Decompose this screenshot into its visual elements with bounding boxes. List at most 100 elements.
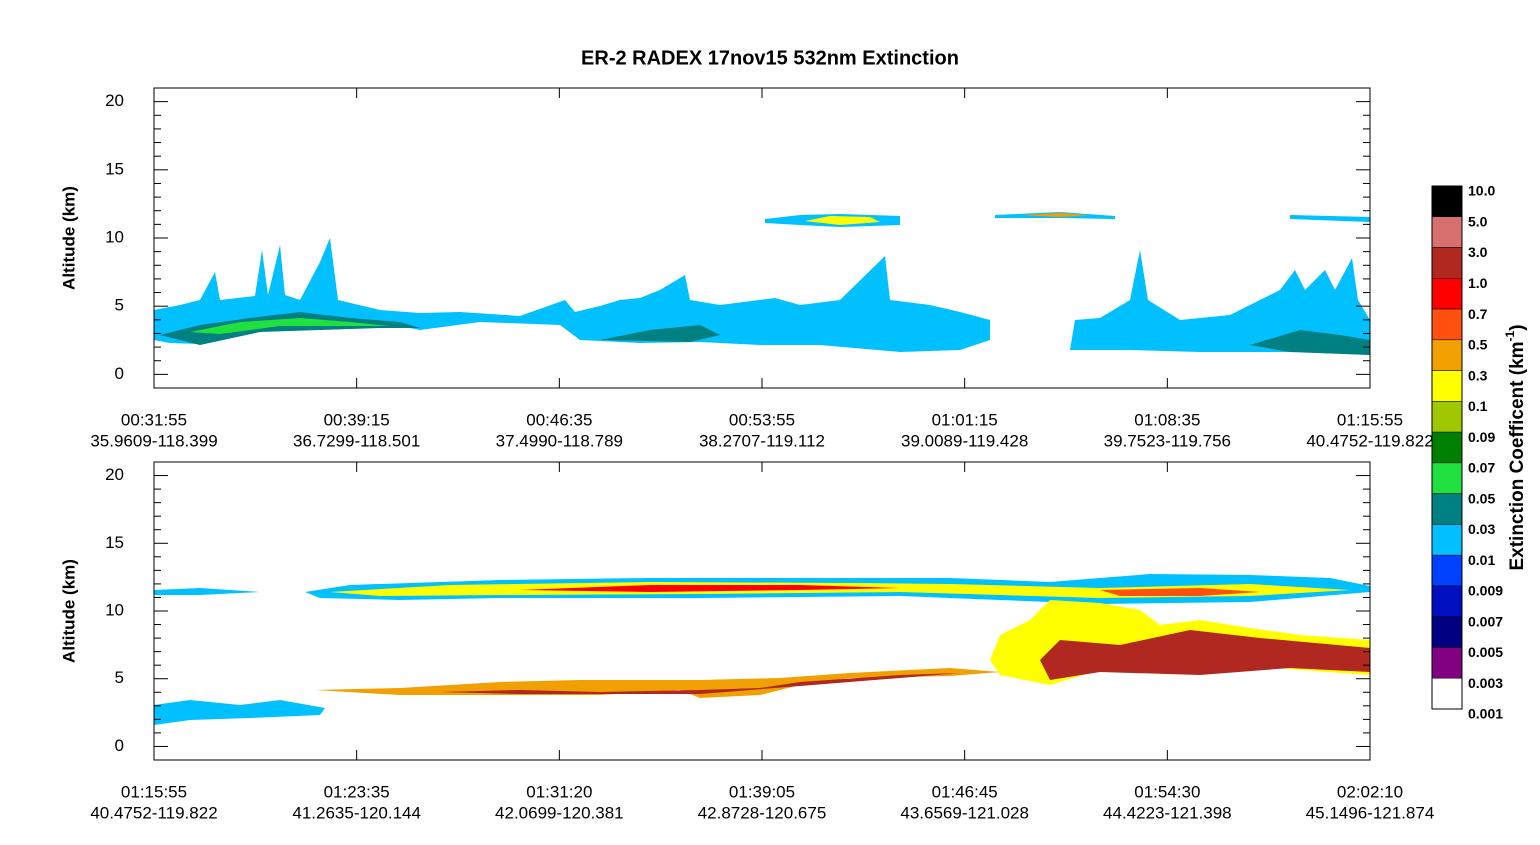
cloud [1290, 215, 1370, 222]
colorbar-box [1431, 278, 1463, 310]
colorbar-box [1431, 554, 1463, 587]
colorbar-title-part: Extinction Coefficent (km [1507, 341, 1528, 570]
cloud [805, 216, 880, 225]
colorbar: 10.0 5.0 3.0 1.0 0.7 0.5 0.3 0.1 0.09 0.07 0.05 0.0… [1431, 183, 1528, 722]
y-tick-label: 15 [105, 533, 124, 552]
colorbar-box [1431, 370, 1463, 402]
cloud [190, 318, 390, 334]
x-tick-label: 00:53:55 [729, 410, 795, 429]
colorbar-label: 3.0 [1468, 244, 1488, 260]
cloud [154, 238, 990, 352]
cloud [1250, 330, 1370, 355]
curtain-top [154, 212, 1370, 355]
cloud [154, 700, 325, 725]
x-tick-label: 37.4990-118.789 [496, 431, 623, 450]
y-tick-label: 20 [105, 465, 124, 484]
axes: 0 5 10 15 20 Altitude (km) 00:31:55 35.9609-118… [59, 87, 1435, 822]
colorbar-label: 0.7 [1468, 306, 1488, 322]
colorbar-box [1431, 431, 1463, 464]
colorbar-box [1431, 216, 1463, 248]
x-tick-label: 39.7523-119.756 [1104, 431, 1231, 450]
colorbar-label: 1.0 [1468, 275, 1488, 291]
colorbar-label: 0.3 [1468, 367, 1488, 383]
x-tick-label: 01:15:55 [121, 782, 187, 801]
x-tick-label: 01:39:05 [729, 782, 795, 801]
cloud [520, 585, 900, 592]
x-tick-label: 43.6569-121.028 [900, 803, 1029, 822]
colorbar-label: 0.005 [1468, 644, 1503, 660]
colorbar-label: 10.0 [1468, 183, 1495, 199]
x-tick-label: 38.2707-119.112 [699, 431, 825, 450]
x-tick-label: 01:15:55 [1337, 410, 1403, 429]
colorbar-box [1431, 339, 1463, 371]
cloud [1100, 588, 1260, 596]
colorbar-box [1431, 585, 1463, 617]
x-tick-label: 00:39:15 [324, 410, 390, 429]
x-tick-label: 01:54:30 [1134, 782, 1200, 801]
y-tick-label: 0 [115, 364, 124, 383]
colorbar-box [1431, 616, 1463, 648]
x-tick-label: 01:23:35 [324, 782, 390, 801]
colorbar-box [1431, 524, 1463, 556]
x-tick-label: 01:31:20 [526, 782, 592, 801]
y-tick-label: 10 [105, 600, 124, 619]
colorbar-box [1431, 462, 1463, 494]
colorbar-label: 0.5 [1468, 337, 1488, 353]
colorbar-label: 0.07 [1468, 460, 1495, 476]
colorbar-box [1431, 677, 1463, 710]
colorbar-box [1431, 185, 1463, 218]
cloud [440, 673, 960, 694]
y-tick-label: 0 [115, 736, 124, 755]
x-tick-label: 01:46:45 [932, 782, 998, 801]
colorbar-label: 0.01 [1468, 552, 1495, 568]
y-axis-label: Altitude (km) [59, 186, 78, 290]
y-axis-label: Altitude (km) [59, 559, 78, 663]
x-tick-label: 45.1496-121.874 [1306, 803, 1435, 822]
x-tick-label: 39.0089-119.428 [901, 431, 1028, 450]
chart-title: ER-2 RADEX 17nov15 532nm Extinction [581, 47, 959, 69]
colorbar-title-part: ) [1507, 324, 1528, 330]
colorbar-label: 0.03 [1468, 521, 1495, 537]
colorbar-title-part: -1 [1503, 330, 1517, 341]
x-tick-label: 35.9609-118.399 [90, 431, 217, 450]
colorbar-box [1431, 308, 1463, 341]
cloud [600, 325, 720, 342]
colorbar-label: 0.1 [1468, 398, 1488, 414]
x-tick-label: 42.0699-120.381 [495, 803, 624, 822]
colorbar-frame [1431, 185, 1463, 710]
x-tick-label: 44.4223-121.398 [1103, 803, 1232, 822]
colorbar-box [1431, 493, 1463, 525]
y-tick-label: 10 [105, 227, 124, 246]
x-tick-label: 40.4752-119.822 [1306, 431, 1433, 450]
colorbar-label: 0.09 [1468, 429, 1495, 445]
cloud [1040, 630, 1370, 680]
colorbar-label: 0.007 [1468, 613, 1503, 629]
cloud [315, 668, 1000, 698]
cloud [1070, 250, 1370, 355]
x-tick-label: 00:31:55 [121, 410, 187, 429]
x-tick-label: 02:02:10 [1337, 782, 1403, 801]
curtain-bottom [154, 574, 1370, 725]
x-tick-label: 41.2635-120.144 [292, 803, 421, 822]
colorbar-box [1431, 247, 1463, 279]
cloud [1020, 213, 1090, 217]
x-tick-label: 00:46:35 [526, 410, 592, 429]
y-tick-label: 5 [115, 668, 124, 687]
plot-frame [153, 461, 1371, 761]
colorbar-box [1431, 647, 1463, 679]
x-tick-label: 40.4752-119.822 [90, 803, 217, 822]
y-tick-label: 15 [105, 159, 124, 178]
cloud [160, 312, 420, 345]
x-tick-label: 36.7299-118.501 [293, 431, 420, 450]
x-tick-label: 01:01:15 [932, 410, 998, 429]
colorbar-label: 0.001 [1468, 706, 1503, 722]
x-tick-label: 42.8728-120.675 [698, 803, 827, 822]
colorbar-title: Extinction Coefficent (km-1) [1503, 324, 1528, 570]
y-tick-label: 20 [105, 91, 124, 110]
colorbar-label: 5.0 [1468, 213, 1488, 229]
y-tick-label: 5 [115, 296, 124, 315]
x-tick-label: 01:08:35 [1134, 410, 1200, 429]
cloud [154, 588, 260, 595]
cloud [330, 582, 1350, 598]
